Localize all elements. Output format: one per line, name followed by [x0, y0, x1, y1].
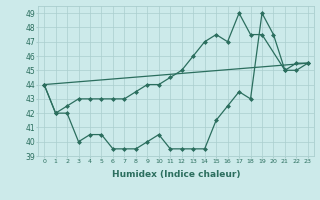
X-axis label: Humidex (Indice chaleur): Humidex (Indice chaleur) — [112, 170, 240, 179]
